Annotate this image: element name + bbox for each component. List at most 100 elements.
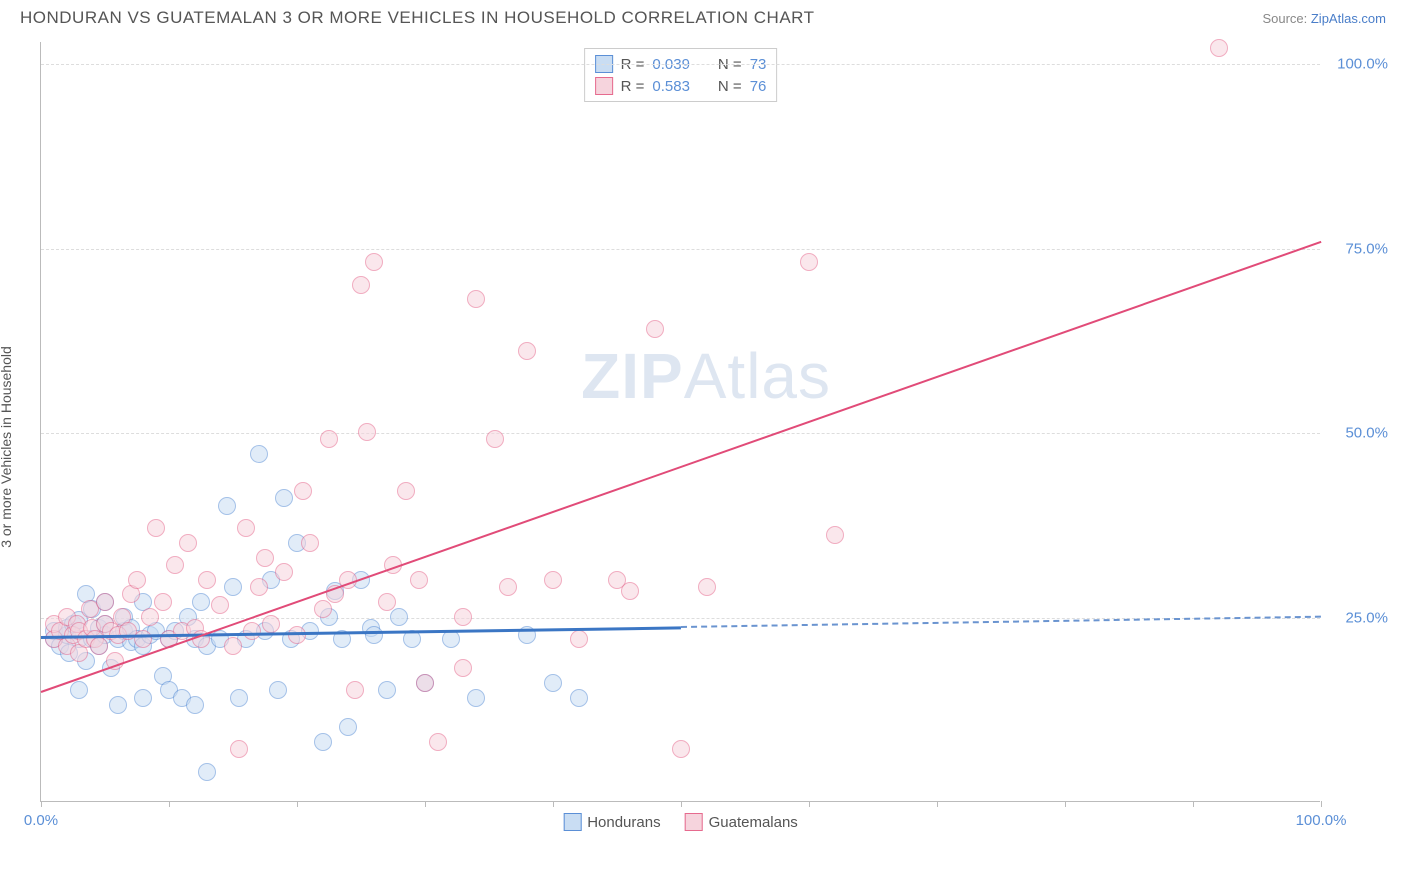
- scatter-point: [134, 689, 152, 707]
- scatter-point: [518, 342, 536, 360]
- scatter-point: [224, 637, 242, 655]
- scatter-point: [230, 740, 248, 758]
- scatter-point: [186, 696, 204, 714]
- scatter-point: [230, 689, 248, 707]
- scatter-point: [800, 253, 818, 271]
- watermark: ZIPAtlas: [581, 339, 831, 413]
- scatter-point: [365, 253, 383, 271]
- gridline: [41, 249, 1320, 250]
- scatter-point: [467, 290, 485, 308]
- scatter-point: [570, 630, 588, 648]
- watermark-atlas: Atlas: [684, 340, 831, 412]
- scatter-point: [301, 534, 319, 552]
- scatter-point: [672, 740, 690, 758]
- plot-area: ZIPAtlas R = 0.039N = 73R = 0.583N = 76 …: [40, 42, 1320, 802]
- scatter-point: [397, 482, 415, 500]
- legend-item: Hondurans: [563, 813, 660, 831]
- scatter-point: [365, 626, 383, 644]
- scatter-point: [346, 681, 364, 699]
- scatter-point: [243, 622, 261, 640]
- legend-label: Hondurans: [587, 814, 660, 831]
- y-tick-label: 75.0%: [1345, 240, 1388, 257]
- gridline: [41, 433, 1320, 434]
- scatter-point: [218, 497, 236, 515]
- scatter-point: [166, 556, 184, 574]
- scatter-point: [224, 578, 242, 596]
- legend-swatch: [685, 813, 703, 831]
- r-label: R =: [621, 78, 645, 95]
- scatter-point: [646, 320, 664, 338]
- scatter-point: [454, 659, 472, 677]
- watermark-zip: ZIP: [581, 340, 684, 412]
- scatter-point: [134, 630, 152, 648]
- scatter-point: [429, 733, 447, 751]
- source-prefix: Source:: [1262, 11, 1310, 26]
- x-tick: [1321, 801, 1322, 807]
- x-tick: [681, 801, 682, 807]
- scatter-point: [70, 681, 88, 699]
- scatter-point: [269, 681, 287, 699]
- scatter-point: [416, 674, 434, 692]
- x-tick: [41, 801, 42, 807]
- scatter-point: [467, 689, 485, 707]
- scatter-point: [358, 423, 376, 441]
- scatter-point: [570, 689, 588, 707]
- n-value: 76: [750, 78, 767, 95]
- scatter-point: [698, 578, 716, 596]
- series-legend: Hondurans Guatemalans: [563, 813, 798, 831]
- scatter-point: [237, 519, 255, 537]
- scatter-point: [294, 482, 312, 500]
- scatter-point: [179, 534, 197, 552]
- legend-swatch: [563, 813, 581, 831]
- stats-row: R = 0.583N = 76: [595, 75, 767, 97]
- legend-label: Guatemalans: [709, 814, 798, 831]
- legend-item: Guatemalans: [685, 813, 798, 831]
- scatter-point: [378, 593, 396, 611]
- scatter-point: [262, 615, 280, 633]
- y-tick-label: 25.0%: [1345, 609, 1388, 626]
- scatter-point: [154, 593, 172, 611]
- x-tick: [1193, 801, 1194, 807]
- x-tick: [297, 801, 298, 807]
- chart-title: HONDURAN VS GUATEMALAN 3 OR MORE VEHICLE…: [20, 8, 815, 28]
- scatter-point: [141, 608, 159, 626]
- scatter-point: [96, 593, 114, 611]
- series-swatch: [595, 77, 613, 95]
- scatter-point: [198, 763, 216, 781]
- scatter-point: [320, 430, 338, 448]
- scatter-point: [314, 600, 332, 618]
- scatter-point: [198, 571, 216, 589]
- chart-header: HONDURAN VS GUATEMALAN 3 OR MORE VEHICLE…: [0, 0, 1406, 32]
- scatter-point: [275, 563, 293, 581]
- x-tick: [1065, 801, 1066, 807]
- x-tick-label: 0.0%: [24, 812, 58, 829]
- scatter-point: [544, 674, 562, 692]
- n-label: N =: [718, 78, 742, 95]
- scatter-point: [410, 571, 428, 589]
- x-tick: [937, 801, 938, 807]
- stats-legend-box: R = 0.039N = 73R = 0.583N = 76: [584, 48, 778, 102]
- scatter-point: [250, 445, 268, 463]
- scatter-point: [250, 578, 268, 596]
- scatter-point: [256, 549, 274, 567]
- x-tick: [169, 801, 170, 807]
- scatter-point: [128, 571, 146, 589]
- source-link[interactable]: ZipAtlas.com: [1311, 11, 1386, 26]
- scatter-point: [378, 681, 396, 699]
- scatter-point: [352, 276, 370, 294]
- scatter-point: [90, 637, 108, 655]
- y-axis-label: 3 or more Vehicles in Household: [0, 346, 14, 548]
- scatter-point: [499, 578, 517, 596]
- gridline: [41, 64, 1320, 65]
- x-tick: [809, 801, 810, 807]
- scatter-point: [275, 489, 293, 507]
- scatter-point: [390, 608, 408, 626]
- x-tick: [425, 801, 426, 807]
- scatter-point: [544, 571, 562, 589]
- scatter-point: [211, 596, 229, 614]
- source-attribution: Source: ZipAtlas.com: [1262, 11, 1386, 26]
- scatter-point: [314, 733, 332, 751]
- x-tick-label: 100.0%: [1296, 812, 1347, 829]
- scatter-point: [147, 519, 165, 537]
- scatter-point: [1210, 39, 1228, 57]
